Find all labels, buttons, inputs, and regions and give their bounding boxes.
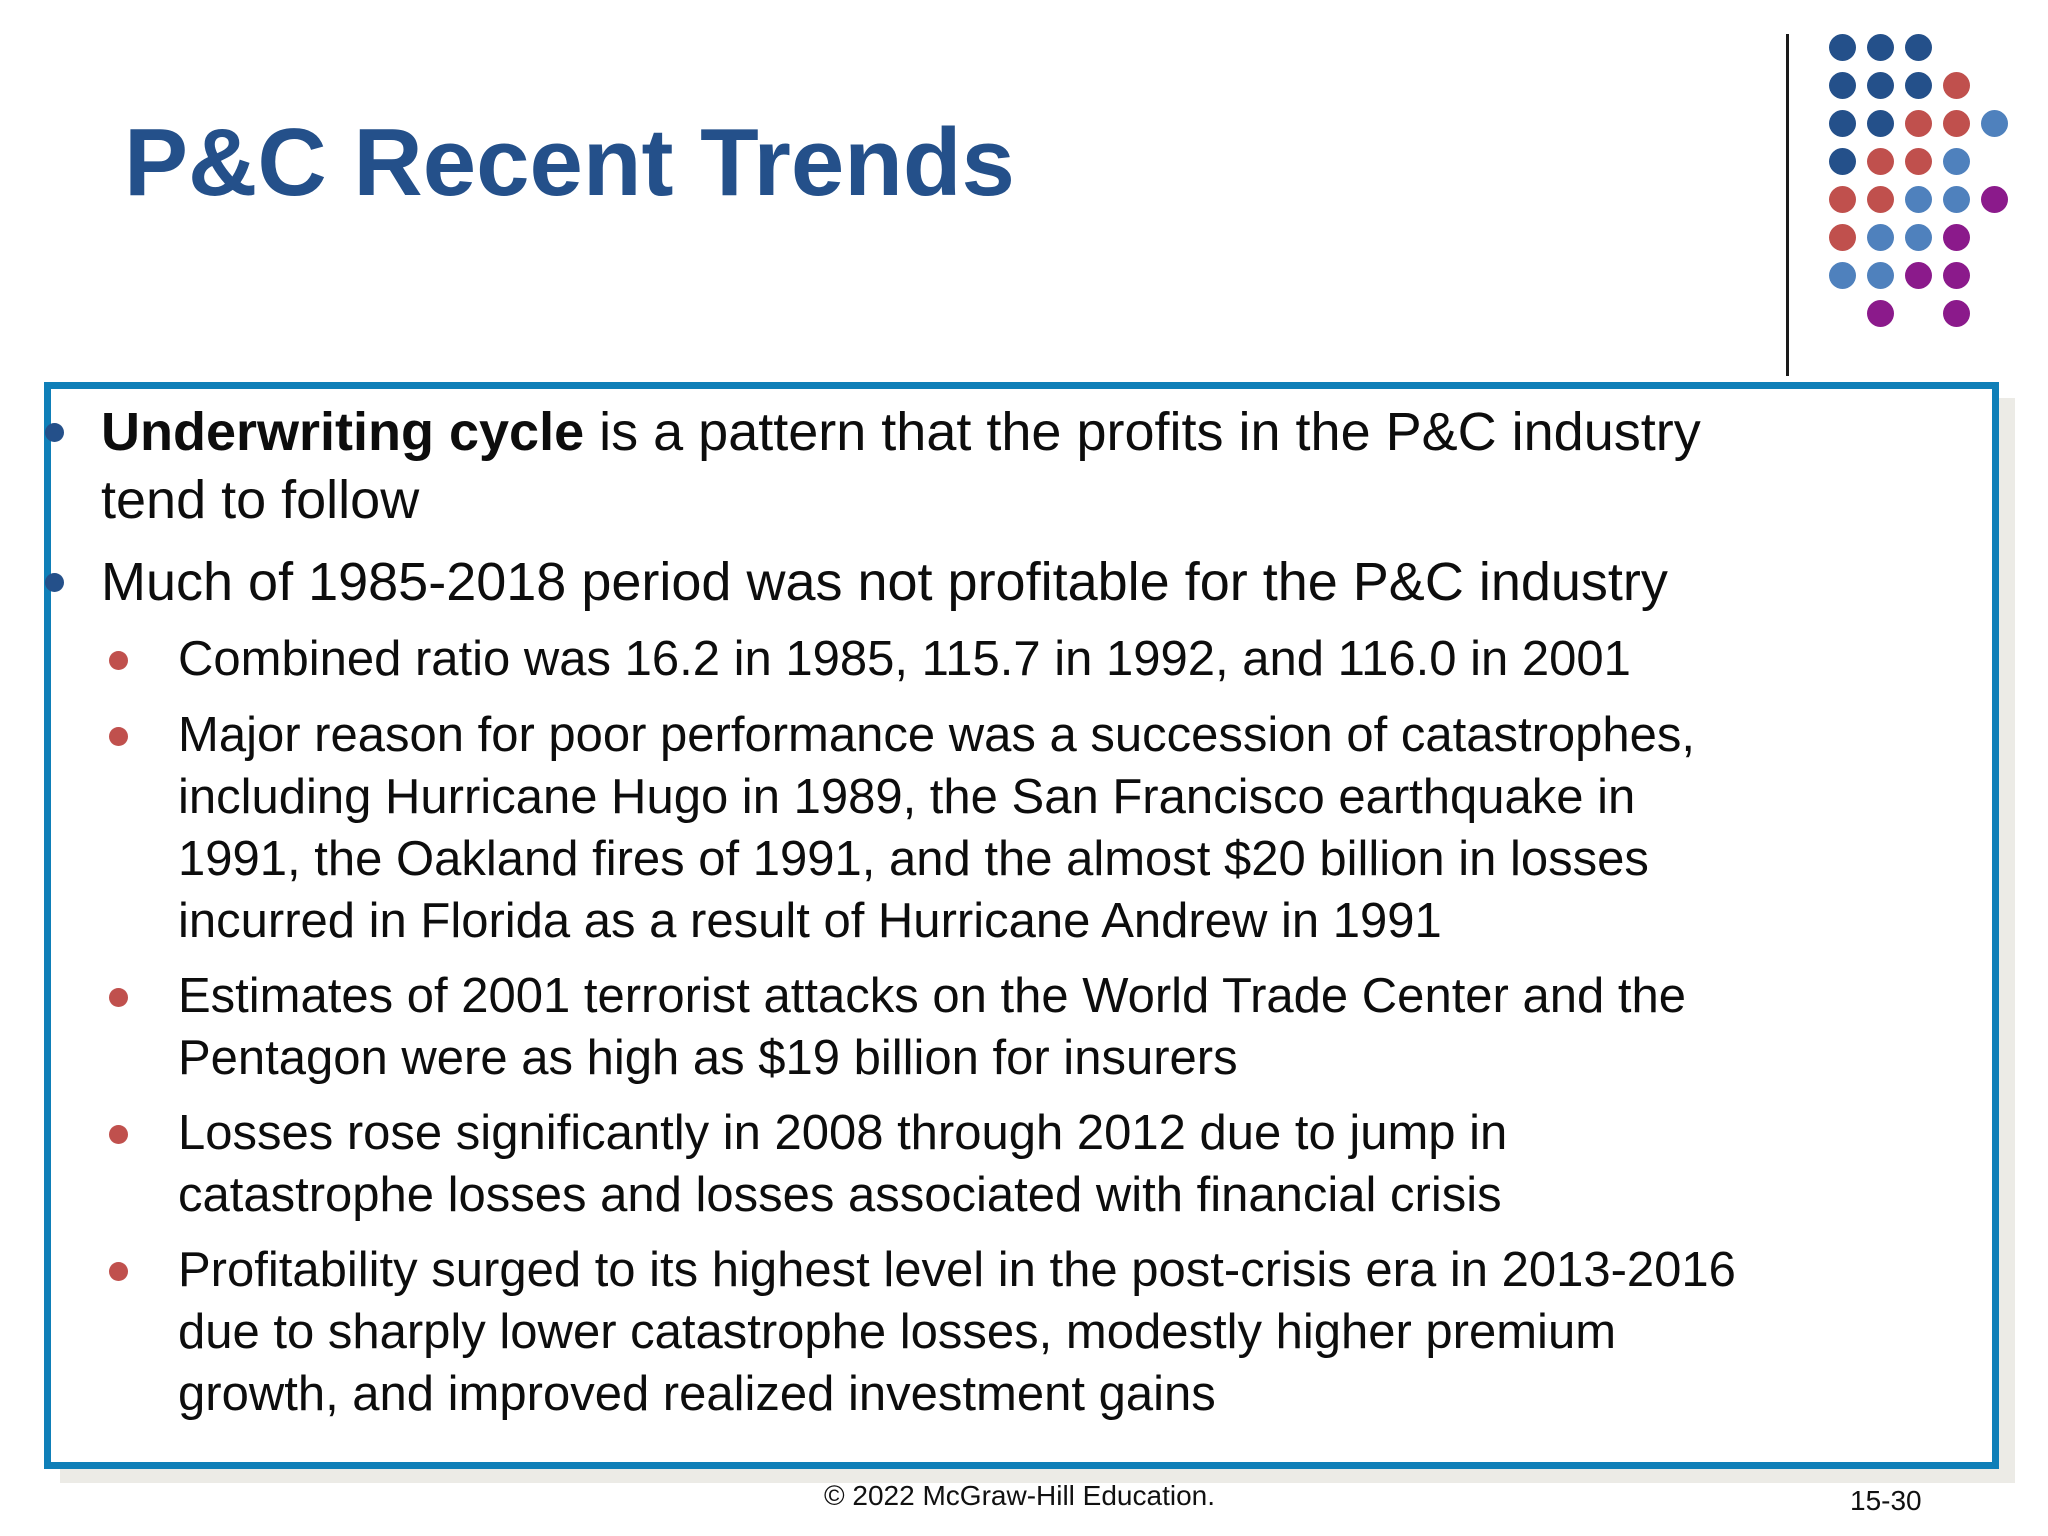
footer-page-number: 15-30 <box>1850 1485 1922 1516</box>
decorative-dot <box>1943 148 1970 175</box>
decorative-dot <box>1943 72 1970 99</box>
sub-bullet-text: including Hurricane Hugo in 1989, the Sa… <box>178 770 1636 824</box>
bullet-marker <box>45 573 64 592</box>
decorative-dot <box>1943 186 1970 213</box>
sub-bullet-text: Losses rose significantly in 2008 throug… <box>178 1106 1508 1160</box>
decorative-dot <box>1867 72 1894 99</box>
sub-bullet-profitability-surge: Profitability surged to its highest leve… <box>109 1239 1736 1425</box>
sub-bullet-marker <box>109 1125 128 1144</box>
content-box <box>44 382 1999 1469</box>
sub-bullet-text: due to sharply lower catastrophe losses,… <box>178 1305 1617 1359</box>
decorative-dot <box>1829 34 1856 61</box>
sub-bullet-marker <box>109 988 128 1007</box>
decorative-dot <box>1905 148 1932 175</box>
decorative-dot <box>1829 110 1856 137</box>
sub-bullet-text: catastrophe losses and losses associated… <box>178 1168 1502 1222</box>
sub-bullet-text: Combined ratio was 16.2 in 1985, 115.7 i… <box>178 632 1631 686</box>
decorative-dot <box>1943 262 1970 289</box>
sub-bullet-marker <box>109 727 128 746</box>
sub-bullet-text: 1991, the Oakland fires of 1991, and the… <box>178 832 1649 886</box>
decorative-dot <box>1867 224 1894 251</box>
sub-bullet-text: Profitability surged to its highest leve… <box>178 1243 1736 1297</box>
bullet-marker <box>45 423 64 442</box>
decorative-dot <box>1867 186 1894 213</box>
decorative-dot <box>1829 148 1856 175</box>
title-divider-line <box>1786 34 1789 376</box>
sub-bullet-text: incurred in Florida as a result of Hurri… <box>178 894 1442 948</box>
sub-bullet-terrorist-attacks: Estimates of 2001 terrorist attacks on t… <box>109 965 1686 1089</box>
bullet-text: Much of 1985-2018 period was not profita… <box>101 552 1668 612</box>
decorative-dot <box>1943 300 1970 327</box>
decorative-dot <box>1829 262 1856 289</box>
sub-bullet-text: growth, and improved realized investment… <box>178 1367 1216 1421</box>
sub-bullet-catastrophes: Major reason for poor performance was a … <box>109 704 1696 952</box>
decorative-dot <box>1943 110 1970 137</box>
decorative-dot <box>1829 224 1856 251</box>
decorative-dot <box>1943 224 1970 251</box>
decorative-dot <box>1981 110 2008 137</box>
decorative-dot <box>1905 262 1932 289</box>
sub-bullet-marker <box>109 651 128 670</box>
bullet-text: is a pattern that the profits in the P&C… <box>584 402 1701 462</box>
sub-bullet-marker <box>109 1262 128 1281</box>
sub-bullet-losses-2008: Losses rose significantly in 2008 throug… <box>109 1102 1508 1226</box>
sub-bullet-text: Pentagon were as high as $19 billion for… <box>178 1031 1238 1085</box>
term-underwriting-cycle: Underwriting cycle <box>101 402 585 462</box>
footer-copyright: © 2022 McGraw-Hill Education. <box>824 1480 1216 1511</box>
decorative-dot <box>1867 110 1894 137</box>
bullet-profitability-period: Much of 1985-2018 period was not profita… <box>45 548 1668 616</box>
sub-bullet-text: Major reason for poor performance was a … <box>178 708 1696 762</box>
decorative-dot <box>1905 186 1932 213</box>
decorative-dot <box>1829 72 1856 99</box>
decorative-dot <box>1905 34 1932 61</box>
decorative-dot <box>1867 300 1894 327</box>
decorative-dot <box>1905 72 1932 99</box>
sub-bullet-text: Estimates of 2001 terrorist attacks on t… <box>178 969 1686 1023</box>
decorative-dot <box>1829 186 1856 213</box>
bullet-text-continued: tend to follow <box>101 470 420 530</box>
decorative-dot <box>1981 186 2008 213</box>
decorative-dot <box>1867 148 1894 175</box>
slide-title: P&C Recent Trends <box>124 109 1015 216</box>
decorative-dot <box>1905 224 1932 251</box>
decorative-dot <box>1867 262 1894 289</box>
bullet-underwriting-cycle: Underwriting cycle is a pattern that the… <box>45 398 1701 534</box>
decorative-dot <box>1867 34 1894 61</box>
decorative-dot <box>1905 110 1932 137</box>
sub-bullet-combined-ratio: Combined ratio was 16.2 in 1985, 115.7 i… <box>109 628 1631 690</box>
